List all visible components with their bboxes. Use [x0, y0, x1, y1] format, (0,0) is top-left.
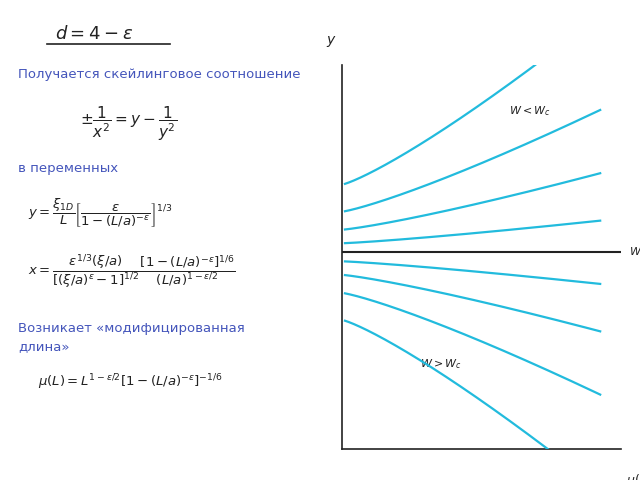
Text: $W > W_c$: $W > W_c$ [420, 358, 462, 371]
Text: $\pm\dfrac{1}{x^2} = y - \dfrac{1}{y^2}$: $\pm\dfrac{1}{x^2} = y - \dfrac{1}{y^2}$ [80, 105, 177, 144]
Text: Получается скейлинговое соотношение: Получается скейлинговое соотношение [18, 68, 301, 81]
Text: $\mu(L)$: $\mu(L)$ [627, 472, 640, 480]
Text: в переменных: в переменных [18, 162, 118, 175]
Text: Возникает «модифицированная
длина»: Возникает «модифицированная длина» [18, 322, 244, 353]
Text: $W < W_c$: $W < W_c$ [509, 104, 551, 118]
Text: $y$: $y$ [326, 35, 337, 49]
Text: $W = W_c$: $W = W_c$ [629, 245, 640, 259]
Text: $x = \dfrac{\epsilon^{1/3}(\xi/a)}{[(\xi/a)^{\epsilon}-1]^{1/2}}\dfrac{[1-(L/a)^: $x = \dfrac{\epsilon^{1/3}(\xi/a)}{[(\xi… [28, 252, 236, 290]
Text: $\mu(L) = L^{1-\epsilon/2}[1-(L/a)^{-\epsilon}]^{-1/6}$: $\mu(L) = L^{1-\epsilon/2}[1-(L/a)^{-\ep… [38, 372, 223, 392]
Text: $d = 4 - \varepsilon$: $d = 4 - \varepsilon$ [55, 25, 133, 43]
Text: $y = \dfrac{\xi_{1D}}{L}\left[\dfrac{\epsilon}{1-(L/a)^{-\epsilon}}\right]^{1/3}: $y = \dfrac{\xi_{1D}}{L}\left[\dfrac{\ep… [28, 196, 173, 228]
